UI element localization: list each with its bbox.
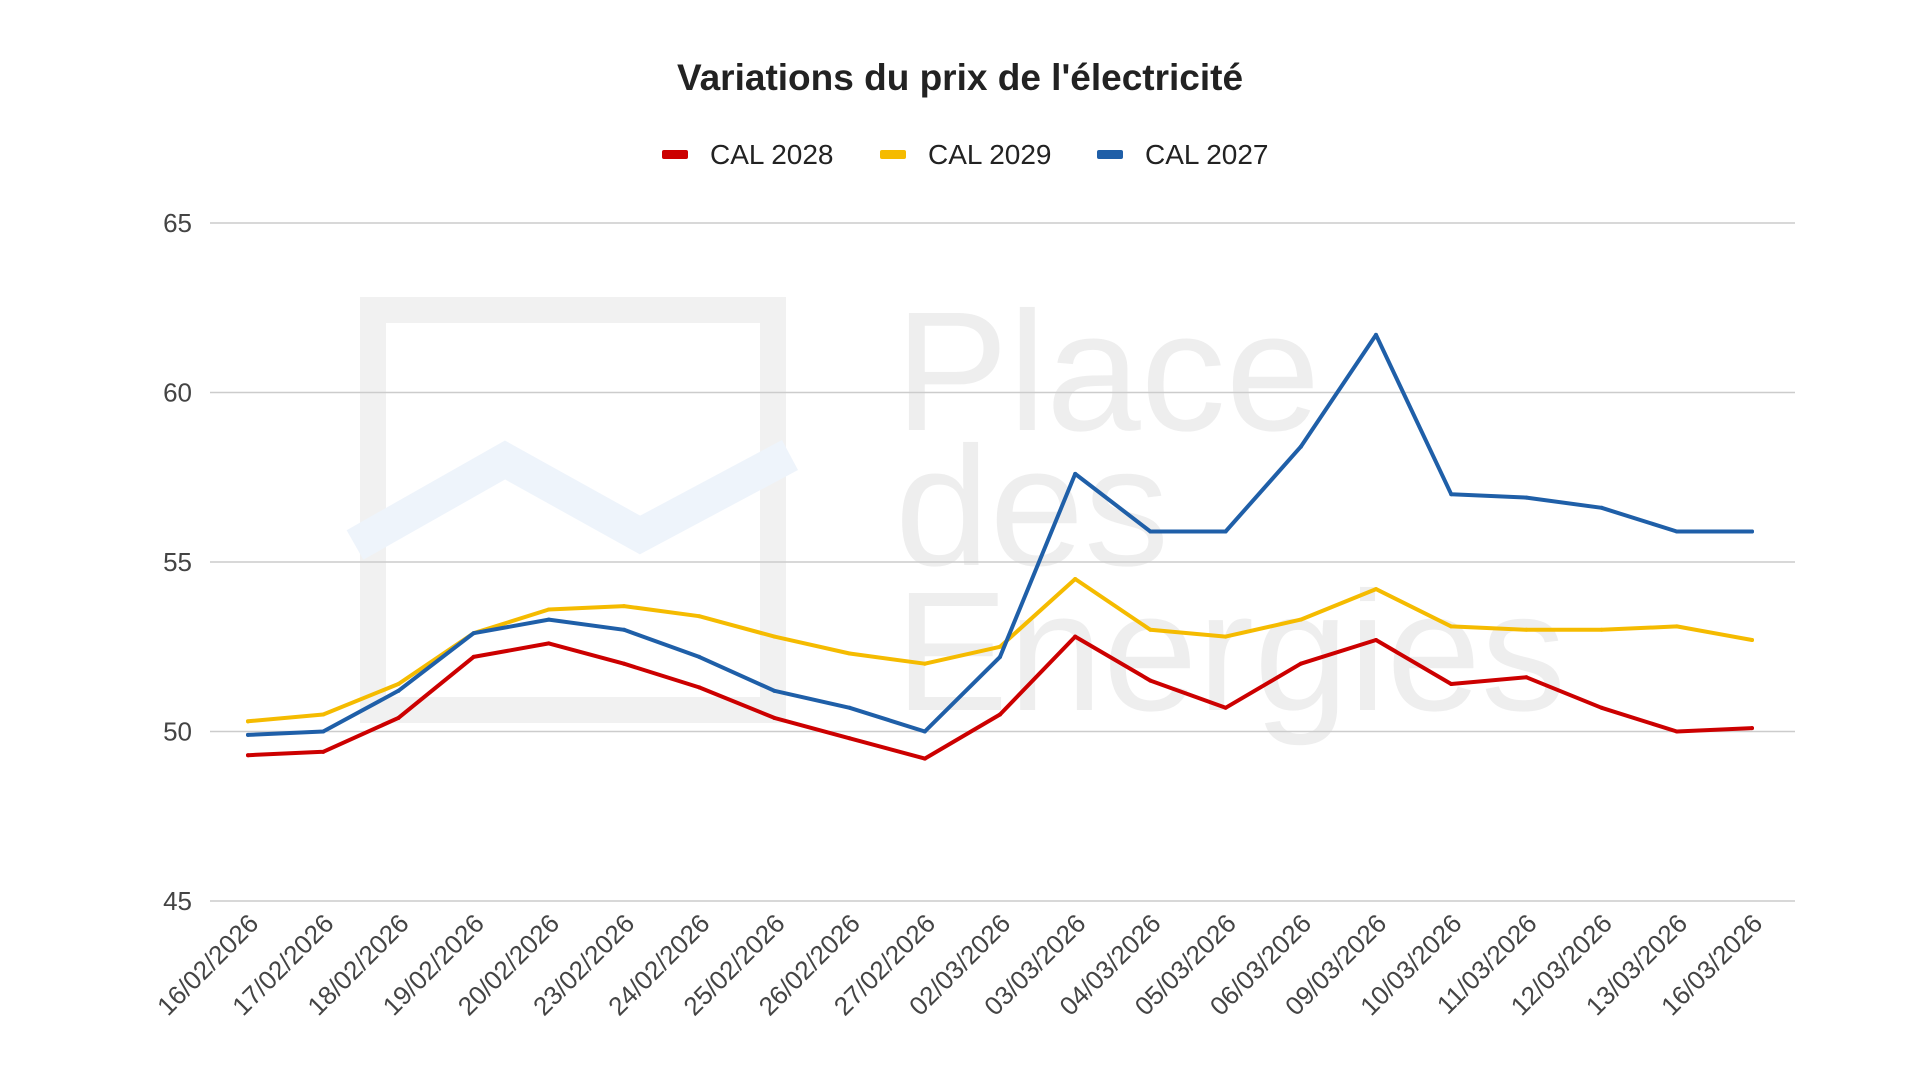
data-point-cal-2028 — [246, 753, 250, 758]
legend-swatch — [1097, 150, 1123, 159]
watermark-frame-icon — [360, 297, 786, 723]
data-point-cal-2028 — [1374, 637, 1378, 642]
data-point-cal-2028 — [1599, 705, 1604, 710]
data-point-cal-2028 — [1223, 705, 1228, 710]
y-tick-label: 55 — [163, 547, 192, 577]
legend-swatch — [662, 150, 688, 159]
data-point-cal-2029 — [1223, 634, 1228, 639]
data-point-cal-2027 — [622, 627, 626, 632]
data-point-cal-2029 — [1073, 576, 1078, 581]
data-point-cal-2028 — [1674, 729, 1679, 734]
data-point-cal-2028 — [1073, 634, 1078, 639]
data-point-cal-2029 — [697, 614, 702, 619]
legend: CAL 2028 CAL 2029 CAL 2027 — [662, 139, 1269, 170]
y-tick-label: 45 — [163, 886, 192, 916]
data-point-cal-2027 — [697, 654, 702, 659]
watermark-logo: Place des Energies — [346, 277, 1566, 747]
watermark-word-2: des — [895, 412, 1169, 602]
data-point-cal-2027 — [847, 705, 852, 710]
legend-item-cal-2027: CAL 2027 — [1097, 139, 1269, 170]
data-point-cal-2028 — [1148, 678, 1153, 683]
y-tick-label: 50 — [163, 717, 192, 747]
data-point-cal-2027 — [246, 732, 250, 737]
data-point-cal-2027 — [1674, 529, 1679, 534]
data-point-cal-2029 — [1750, 637, 1754, 642]
data-point-cal-2027 — [1599, 505, 1604, 510]
legend-item-cal-2029: CAL 2029 — [880, 139, 1052, 170]
data-point-cal-2028 — [1524, 675, 1529, 680]
x-axis-ticks: 16/02/202617/02/202618/02/202619/02/2026… — [151, 908, 1768, 1021]
data-point-cal-2028 — [847, 736, 852, 741]
data-point-cal-2027 — [998, 654, 1002, 659]
data-point-cal-2027 — [471, 631, 476, 636]
data-point-cal-2029 — [772, 634, 777, 639]
data-point-cal-2027 — [1524, 495, 1529, 500]
data-point-cal-2027 — [1449, 492, 1454, 497]
watermark-word-1: Place — [895, 277, 1320, 467]
data-point-cal-2027 — [1223, 529, 1228, 534]
data-point-cal-2027 — [1148, 529, 1153, 534]
data-point-cal-2029 — [396, 682, 401, 687]
data-point-cal-2029 — [1374, 587, 1378, 592]
data-point-cal-2028 — [396, 715, 401, 720]
data-point-cal-2027 — [772, 688, 777, 693]
data-point-cal-2029 — [321, 712, 326, 717]
data-point-cal-2027 — [1298, 444, 1303, 449]
data-point-cal-2029 — [922, 661, 927, 666]
data-point-cal-2028 — [321, 749, 326, 754]
data-point-cal-2029 — [622, 604, 626, 609]
y-axis-ticks: 45 50 55 60 65 — [163, 208, 192, 916]
data-point-cal-2028 — [998, 712, 1002, 717]
data-point-cal-2028 — [622, 661, 626, 666]
chart-title: Variations du prix de l'électricité — [677, 57, 1243, 98]
data-point-cal-2028 — [546, 641, 551, 646]
data-point-cal-2029 — [1449, 624, 1454, 629]
series-lines — [246, 332, 1754, 761]
data-point-cal-2027 — [321, 729, 326, 734]
data-point-cal-2029 — [246, 719, 250, 724]
data-point-cal-2028 — [471, 654, 476, 659]
watermark-word-3: Energies — [895, 557, 1566, 747]
data-point-cal-2028 — [697, 685, 702, 690]
legend-label: CAL 2027 — [1145, 139, 1269, 170]
data-point-cal-2027 — [1374, 332, 1378, 337]
data-point-cal-2028 — [1449, 682, 1454, 687]
legend-item-cal-2028: CAL 2028 — [662, 139, 834, 170]
data-point-cal-2029 — [1524, 627, 1529, 632]
y-tick-label: 60 — [163, 378, 192, 408]
data-point-cal-2027 — [922, 729, 927, 734]
data-point-cal-2027 — [1750, 529, 1754, 534]
data-point-cal-2027 — [1073, 471, 1078, 476]
legend-label: CAL 2029 — [928, 139, 1052, 170]
data-point-cal-2029 — [847, 651, 852, 656]
data-point-cal-2027 — [396, 688, 401, 693]
data-point-cal-2028 — [922, 756, 927, 761]
data-point-cal-2028 — [772, 715, 777, 720]
data-point-cal-2027 — [546, 617, 551, 622]
grid-lines — [210, 222, 1795, 902]
watermark-roof-icon — [346, 440, 798, 560]
data-point-cal-2029 — [1148, 627, 1153, 632]
data-point-cal-2029 — [546, 607, 551, 612]
data-point-cal-2029 — [1298, 617, 1303, 622]
legend-label: CAL 2028 — [710, 139, 834, 170]
data-point-cal-2029 — [1599, 627, 1604, 632]
data-point-cal-2029 — [998, 644, 1002, 649]
data-point-cal-2028 — [1750, 726, 1754, 731]
data-point-cal-2028 — [1298, 661, 1303, 666]
data-point-cal-2029 — [1674, 624, 1679, 629]
y-tick-label: 65 — [163, 208, 192, 238]
legend-swatch — [880, 150, 906, 159]
